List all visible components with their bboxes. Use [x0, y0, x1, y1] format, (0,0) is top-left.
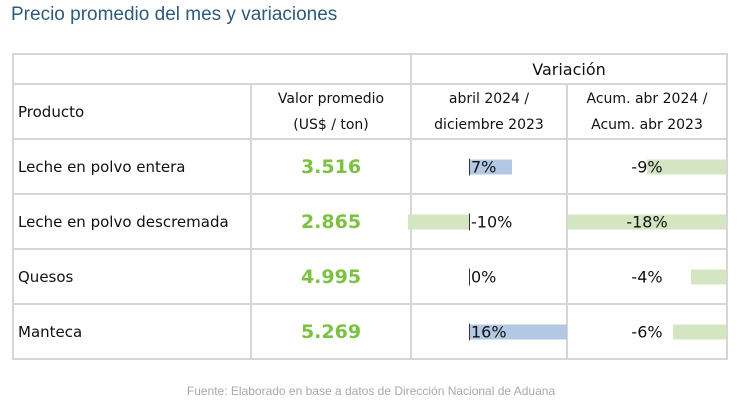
product-name: Leche en polvo descremada — [12, 193, 252, 250]
product-name: Quesos — [12, 248, 252, 305]
var1-value: 0% — [471, 267, 497, 286]
header-value-line1: Valor promedio — [277, 90, 385, 107]
product-name: Manteca — [12, 303, 252, 360]
header-product: Producto — [12, 83, 252, 140]
var2-bar — [690, 269, 726, 284]
var1-axis — [469, 158, 470, 175]
table-row: Leche en polvo entera 3.516 7% -9% — [12, 138, 728, 195]
avg-value: 5.269 — [250, 303, 412, 360]
avg-value: 2.865 — [250, 193, 412, 250]
table-group-header-row: Variación — [12, 53, 728, 85]
var2-bar — [568, 214, 726, 229]
var2-value: -6% — [631, 322, 663, 341]
header-var2-line2: Acum. abr 2023 — [591, 116, 703, 133]
var1-axis — [469, 323, 470, 340]
header-var1-line1: abril 2024 / — [448, 90, 530, 107]
var2-cell: -9% — [566, 138, 728, 195]
empty-header-cell — [12, 53, 412, 85]
var1-bar — [469, 159, 512, 174]
var1-cell: 16% — [410, 303, 568, 360]
page-title: Precio promedio del mes y variaciones — [11, 4, 338, 25]
product-name: Leche en polvo entera — [12, 138, 252, 195]
table-row: Manteca 5.269 16% -6% — [12, 303, 728, 360]
table-header-row: Producto Valor promedio (US$ / ton) abri… — [12, 83, 728, 140]
avg-value: 4.995 — [250, 248, 412, 305]
price-table: Variación Producto Valor promedio (US$ /… — [12, 53, 728, 360]
table-row: Leche en polvo descremada 2.865 -10% -18… — [12, 193, 728, 250]
header-var1-line2: diciembre 2023 — [434, 116, 544, 133]
var2-cell: -18% — [566, 193, 728, 250]
avg-value: 3.516 — [250, 138, 412, 195]
variation-group-header: Variación — [410, 53, 728, 85]
var1-axis — [469, 213, 470, 230]
var2-cell: -4% — [566, 248, 728, 305]
source-note: Fuente: Elaborado en base a datos de Dir… — [186, 384, 556, 398]
table-row: Quesos 4.995 0% -4% — [12, 248, 728, 305]
var2-value: -18% — [626, 212, 668, 231]
var1-bar — [469, 324, 567, 339]
var1-value: -10% — [471, 212, 513, 231]
var1-value: 16% — [471, 322, 507, 341]
header-value-line2: (US$ / ton) — [293, 116, 369, 133]
var1-cell: -10% — [407, 193, 568, 250]
var1-axis — [469, 268, 470, 285]
var1-cell: 7% — [410, 138, 568, 195]
var2-value: -9% — [631, 157, 663, 176]
header-var2-line1: Acum. abr 2024 / — [586, 90, 708, 107]
var2-cell: -6% — [566, 303, 728, 360]
var2-bar — [673, 324, 726, 339]
header-value: Valor promedio (US$ / ton) — [250, 83, 412, 140]
header-var1: abril 2024 / diciembre 2023 — [410, 83, 568, 140]
var1-value: 7% — [471, 157, 497, 176]
var1-cell: 0% — [410, 248, 568, 305]
var2-value: -4% — [631, 267, 663, 286]
header-var2: Acum. abr 2024 / Acum. abr 2023 — [566, 83, 728, 140]
var2-bar — [647, 159, 726, 174]
var1-bar — [407, 214, 469, 229]
